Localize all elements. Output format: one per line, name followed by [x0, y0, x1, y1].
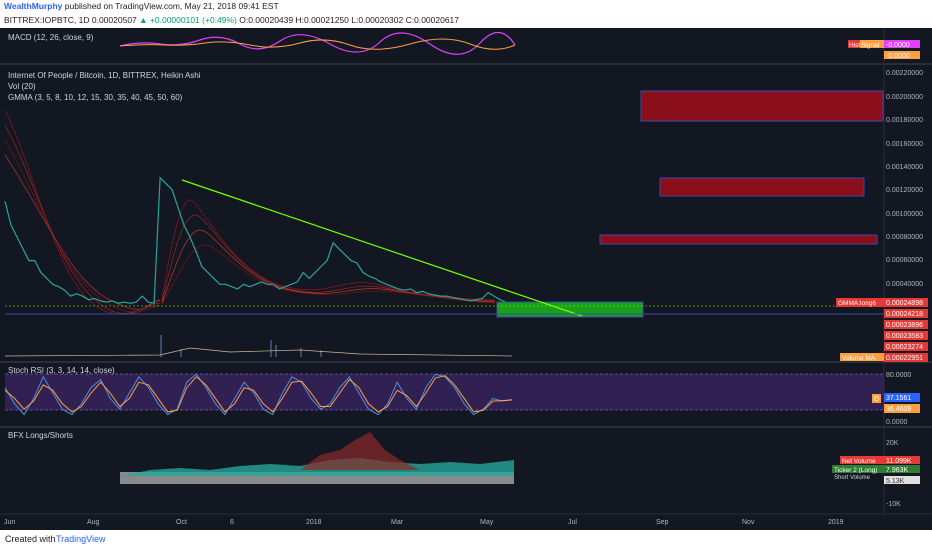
- svg-text:Net Volume: Net Volume: [842, 458, 876, 465]
- svg-text:-0.0000: -0.0000: [886, 53, 910, 60]
- price-axis-tick: 0.00100000: [886, 211, 923, 218]
- svg-text:37.1561: 37.1561: [886, 395, 911, 402]
- price-panel: Internet Of People / Bitcoin, 1D, BITTRE…: [5, 70, 928, 362]
- stoch-rsi-panel: Stoch RSI (3, 3, 14, 14, close) 80.0000 …: [5, 366, 920, 426]
- svg-text:0.00024898: 0.00024898: [886, 300, 923, 307]
- gmma-label: GMMA (3, 5, 8, 10, 12, 15, 30, 35, 40, 4…: [8, 93, 183, 102]
- volume-ma-line: [5, 348, 512, 356]
- svg-text:6: 6: [230, 519, 234, 526]
- svg-text:Hist: Hist: [849, 42, 860, 49]
- svg-text:0.00022951: 0.00022951: [886, 355, 923, 362]
- svg-text:0.00023274: 0.00023274: [886, 344, 923, 351]
- svg-text:Mar: Mar: [391, 519, 404, 526]
- bfx-panel: BFX Longs/Shorts 20K -10K Net Volume 11.…: [8, 431, 920, 508]
- resistance-zone-2[interactable]: [660, 178, 864, 196]
- time-axis: Jun Aug Oct 6 2018 Mar May Jul Sep Nov 2…: [4, 519, 844, 526]
- price-axis-tick: 0.00120000: [886, 187, 923, 194]
- price-axis-tick: 0.00140000: [886, 164, 923, 171]
- price-axis-tick: 0.00060000: [886, 257, 923, 264]
- price-axis-tick: 0.00160000: [886, 141, 923, 148]
- svg-text:Jul: Jul: [568, 519, 577, 526]
- price-axis-tick: 0.00220000: [886, 70, 923, 77]
- svg-text:Jun: Jun: [4, 519, 15, 526]
- bfx-title: BFX Longs/Shorts: [8, 431, 73, 440]
- price-axis-tick: 0.00040000: [886, 281, 923, 288]
- svg-text:2019: 2019: [828, 519, 844, 526]
- bfx-axis-tick: -10K: [886, 501, 901, 508]
- vol-label: Vol (20): [8, 82, 36, 91]
- gmma-ribbons: [5, 110, 495, 314]
- price-axis-tick: 0.00180000: [886, 117, 923, 124]
- macd-line: [120, 32, 515, 54]
- bfx-axis-tick: 20K: [886, 440, 899, 447]
- svg-text:0.00023583: 0.00023583: [886, 333, 923, 340]
- rsi-axis-tick: 0.0000: [886, 419, 908, 426]
- svg-text:Signal: Signal: [861, 42, 880, 49]
- svg-text:5.13K: 5.13K: [886, 478, 905, 485]
- macd-title: MACD (12, 26, close, 9): [8, 33, 94, 42]
- resistance-zone-3[interactable]: [600, 235, 877, 244]
- svg-text:Ticker 2 (Long): Ticker 2 (Long): [834, 467, 877, 474]
- svg-text:GMMA:long6: GMMA:long6: [838, 300, 876, 307]
- svg-text:0.00024218: 0.00024218: [886, 311, 923, 318]
- footer-text: Created with: [5, 534, 56, 544]
- volume-bars: [160, 335, 322, 357]
- price-axis: 0.00220000 0.00200000 0.00180000 0.00160…: [886, 70, 923, 288]
- svg-text:11.099K: 11.099K: [886, 458, 912, 465]
- macd-panel: MACD (12, 26, close, 9) Hist Signal -0.0…: [8, 32, 920, 60]
- price-axis-tick: 0.00080000: [886, 234, 923, 241]
- downtrend-line[interactable]: [182, 180, 582, 316]
- svg-text:Volume MA: Volume MA: [842, 355, 876, 362]
- svg-text:0.00023896: 0.00023896: [886, 322, 923, 329]
- support-zone[interactable]: [497, 302, 643, 317]
- svg-text:Nov: Nov: [742, 519, 755, 526]
- svg-text:2018: 2018: [306, 519, 322, 526]
- tradingview-logo[interactable]: TradingView: [56, 534, 106, 544]
- resistance-zone-1[interactable]: [641, 91, 883, 121]
- svg-text:Aug: Aug: [87, 519, 100, 526]
- footer: Created with TradingView: [0, 530, 932, 550]
- price-axis-tick: 0.00200000: [886, 94, 923, 101]
- svg-text:D: D: [874, 396, 879, 403]
- svg-text:Oct: Oct: [176, 519, 187, 526]
- svg-text:7.963K: 7.963K: [886, 467, 909, 474]
- price-title: Internet Of People / Bitcoin, 1D, BITTRE…: [8, 71, 201, 80]
- svg-text:May: May: [480, 519, 494, 526]
- svg-text:36.4609: 36.4609: [886, 406, 911, 413]
- svg-text:Sep: Sep: [656, 519, 669, 526]
- rsi-axis-tick: 80.0000: [886, 372, 911, 379]
- svg-text:Short Volume: Short Volume: [834, 475, 871, 481]
- rsi-title: Stoch RSI (3, 3, 14, 14, close): [8, 366, 115, 375]
- bfx-net-area: [300, 432, 420, 470]
- svg-text:-0.0000: -0.0000: [886, 42, 910, 49]
